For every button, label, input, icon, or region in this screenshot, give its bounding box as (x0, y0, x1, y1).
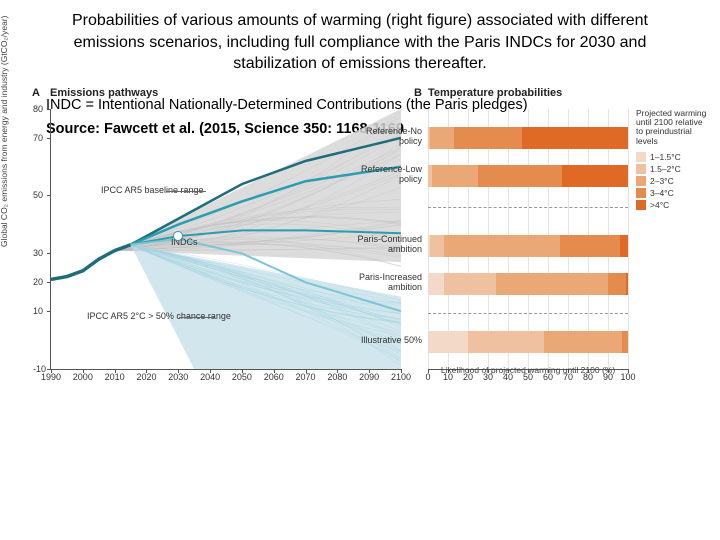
prob-bar-row (428, 127, 628, 149)
bar-segment (496, 273, 608, 295)
bar-segment (622, 331, 628, 353)
legend-swatch (636, 152, 646, 162)
prob-bar-row (428, 165, 628, 187)
legend-label: 3–4°C (650, 188, 674, 198)
ytick: 10 (33, 306, 43, 316)
panel-b-label: B (414, 87, 422, 99)
xtick: 2040 (200, 372, 220, 382)
panel-a-title: Emissions pathways (50, 87, 158, 99)
legend-swatch (636, 176, 646, 186)
legend-label: 1–1.5°C (650, 152, 681, 162)
legend-label: >4°C (650, 200, 669, 210)
legend-label: 2–3°C (650, 176, 674, 186)
legend-swatch (636, 188, 646, 198)
xtick: 2000 (73, 372, 93, 382)
bar-segment (430, 235, 444, 257)
panel-b-legend: Projected warming until 2100 relative to… (636, 109, 708, 212)
bar-segment (478, 165, 562, 187)
xtick: 2100 (391, 372, 411, 382)
legend-item: >4°C (636, 200, 708, 210)
chart-b-plot-area: 0102030405060708090100Reference-No polic… (428, 109, 628, 370)
bar-segment (444, 235, 560, 257)
panel-b-title: Temperature probabilities (428, 87, 562, 99)
xtick: 2050 (232, 372, 252, 382)
bar-segment (468, 331, 544, 353)
bar-segment (608, 273, 626, 295)
legend-item: 3–4°C (636, 188, 708, 198)
xtick: 2020 (136, 372, 156, 382)
ytick: 20 (33, 277, 43, 287)
xtick: 2070 (296, 372, 316, 382)
legend-item: 1.5–2°C (636, 164, 708, 174)
ytick: 70 (33, 133, 43, 143)
prob-bar-row (428, 235, 628, 257)
legend-label: 1.5–2°C (650, 164, 681, 174)
xtick: 2060 (264, 372, 284, 382)
bar-segment (428, 331, 468, 353)
legend-swatch (636, 164, 646, 174)
legend-item: 2–3°C (636, 176, 708, 186)
legend-item: 1–1.5°C (636, 152, 708, 162)
bar-segment (432, 165, 478, 187)
bar-segment (560, 235, 620, 257)
row-label: Paris-Continued ambition (342, 235, 422, 255)
bar-segment (626, 273, 628, 295)
ytick: 50 (33, 190, 43, 200)
bar-segment (562, 165, 628, 187)
ytick: 30 (33, 248, 43, 258)
xtick: 2030 (168, 372, 188, 382)
row-label: Illustrative 50% (342, 336, 422, 346)
bar-segment (544, 331, 622, 353)
row-label: Paris-Increased ambition (342, 273, 422, 293)
bar-segment (428, 273, 444, 295)
xtick: 1990 (41, 372, 61, 382)
prob-bar-row (428, 273, 628, 295)
xtick: 2080 (327, 372, 347, 382)
legend-title: Projected warming until 2100 relative to… (636, 109, 708, 146)
row-label: Reference-No policy (342, 127, 422, 147)
page-title: Probabilities of various amounts of warm… (0, 0, 720, 87)
row-label: Reference-Low policy (342, 165, 422, 185)
panel-a-ylabel: Global CO₂ emissions from energy and ind… (0, 15, 9, 246)
bar-segment (454, 127, 522, 149)
bar-segment (522, 127, 628, 149)
legend-swatch (636, 200, 646, 210)
panel-b-xlabel: Likelihood of projected warming until 21… (428, 365, 628, 375)
bar-segment (430, 127, 454, 149)
xtick: 2090 (359, 372, 379, 382)
bar-segment (620, 235, 628, 257)
xtick: 2010 (105, 372, 125, 382)
ytick: 80 (33, 104, 43, 114)
panel-a-label: A (32, 87, 40, 99)
prob-bar-row (428, 331, 628, 353)
bar-segment (444, 273, 496, 295)
